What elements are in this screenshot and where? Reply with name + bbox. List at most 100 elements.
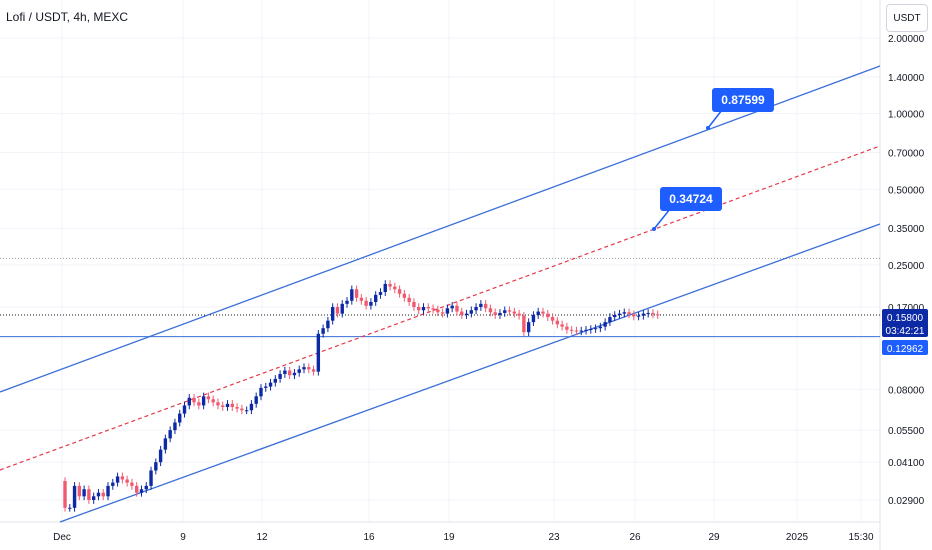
candle-body	[340, 303, 344, 314]
time-tick-label: 15:30	[848, 532, 873, 543]
candle-body	[574, 330, 579, 332]
candle-body	[469, 310, 473, 314]
callout-upper-pointer	[707, 109, 723, 129]
candle-body	[417, 307, 421, 311]
candle-body	[397, 289, 402, 294]
symbol-title: Lofi / USDT, 4h, MEXC	[6, 10, 129, 24]
candle-body	[354, 289, 359, 298]
candle-body	[507, 310, 512, 312]
price-tick-label: 0.04100	[888, 458, 925, 469]
candle-body	[445, 308, 450, 314]
candle-body	[192, 397, 196, 403]
countdown-tag-box	[882, 322, 928, 337]
candle-body	[565, 326, 569, 330]
time-tick-label: 9	[180, 532, 186, 543]
candle-body	[206, 396, 211, 400]
candle-body	[436, 309, 440, 313]
candle-body	[178, 413, 182, 423]
candle-body	[584, 329, 588, 331]
price-tick-label: 0.70000	[888, 149, 925, 160]
callout-middle-box	[660, 187, 722, 211]
currency-selector[interactable]: USDT	[886, 4, 928, 32]
candle-body	[345, 300, 349, 304]
candle-body	[450, 305, 454, 309]
channel-middle-dashed-line	[0, 145, 881, 471]
candle-body	[259, 387, 263, 397]
candle-body	[120, 476, 125, 480]
candle-body	[460, 311, 464, 315]
candle-body	[483, 303, 488, 309]
candle-body	[531, 314, 536, 323]
candle-body	[111, 482, 115, 486]
candle-body	[72, 485, 77, 508]
candle-body	[182, 405, 187, 414]
callout-middle-anchor	[652, 227, 656, 231]
candle-body	[268, 382, 273, 387]
callout-upper-box	[712, 88, 774, 112]
candle-body	[541, 311, 545, 314]
candle-body	[297, 369, 301, 373]
candle-body	[431, 308, 435, 310]
candle-body	[187, 397, 191, 406]
time-tick-label: 16	[363, 532, 375, 543]
callout-upper-anchor	[706, 126, 710, 130]
candle-body	[216, 402, 220, 406]
candle-body	[106, 485, 110, 497]
candle-body	[412, 301, 416, 308]
candle-body	[608, 317, 612, 323]
candle-body	[603, 322, 607, 327]
price-tick-label: 0.02900	[888, 496, 925, 507]
candle-body	[641, 313, 646, 316]
candle-body	[474, 307, 478, 311]
time-tick-label: 19	[443, 532, 455, 543]
candle-body	[330, 307, 335, 321]
candle-body	[292, 372, 297, 376]
candle-body	[455, 305, 459, 312]
candle-body	[593, 328, 598, 330]
candle-body	[646, 312, 650, 314]
candle-body	[589, 328, 593, 330]
price-tick-label: 0.05500	[888, 426, 925, 437]
current-price-tag-label: 0.15800	[887, 313, 924, 324]
candle-body	[550, 317, 555, 321]
channel-upper-line	[0, 65, 881, 393]
candle-body	[359, 297, 364, 301]
candle-body	[440, 312, 445, 314]
callout-middle-pointer	[653, 208, 671, 230]
candle-body	[68, 507, 72, 509]
candle-body	[598, 326, 603, 329]
candle-body	[163, 438, 168, 450]
candle-body	[656, 314, 660, 316]
candle-body	[546, 313, 550, 318]
candle-body	[632, 314, 636, 317]
candle-body	[613, 314, 617, 318]
candle-body	[350, 289, 354, 301]
candle-body	[378, 292, 383, 295]
level-price-tag-box	[882, 340, 928, 355]
price-tick-label: 2.00000	[888, 34, 925, 45]
candle-body	[302, 367, 306, 370]
candle-body	[517, 313, 521, 316]
candle-body	[364, 300, 368, 306]
candle-body	[283, 370, 287, 375]
candle-body	[307, 367, 311, 370]
callout-upper-label: 0.87599	[721, 93, 765, 107]
candle-body	[622, 312, 626, 314]
candle-body	[402, 293, 407, 298]
candle-body	[555, 320, 560, 325]
candle-body	[240, 408, 244, 411]
candle-body	[125, 479, 129, 483]
candle-body	[526, 322, 531, 333]
candle-body	[264, 386, 268, 388]
candle-body	[421, 307, 426, 311]
candle-body	[617, 313, 622, 315]
candle-body	[273, 378, 278, 383]
candle-body	[522, 315, 526, 333]
candle-body	[244, 410, 249, 412]
candle-body	[201, 396, 206, 406]
price-tick-label: 0.50000	[888, 185, 925, 196]
candle-body	[383, 283, 387, 293]
candle-body	[316, 333, 321, 372]
